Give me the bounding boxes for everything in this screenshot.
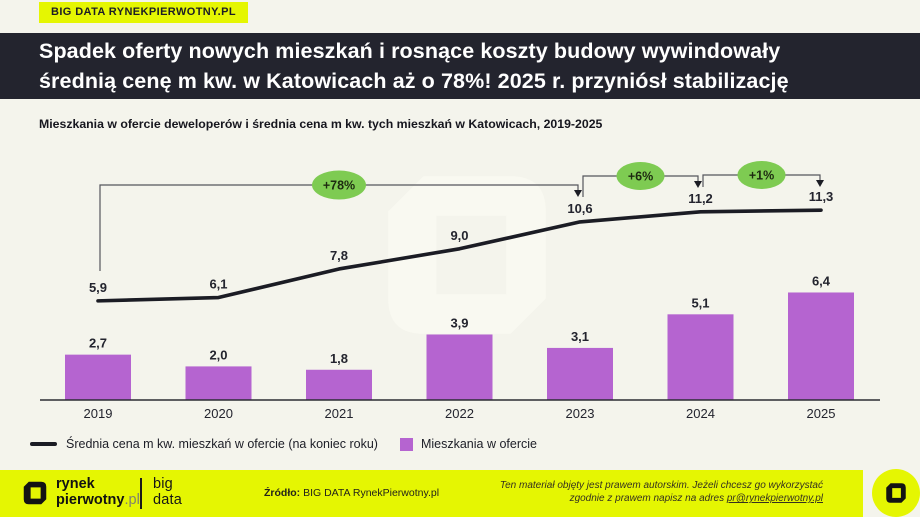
x-label-2021: 2021 — [325, 406, 354, 421]
headline-line1: Spadek oferty nowych mieszkań i rosnące … — [39, 39, 781, 63]
bar-label-2025: 6,4 — [812, 273, 831, 288]
source-label: Źródło: — [264, 487, 301, 499]
legend-line-swatch-icon — [30, 442, 57, 446]
bar-label-2022: 3,9 — [450, 315, 468, 330]
bar-label-2023: 3,1 — [571, 329, 589, 344]
chart-legend: Średnia cena m kw. mieszkań w ofercie (n… — [30, 434, 537, 454]
corner-logo-badge — [872, 469, 920, 517]
bar-2023 — [547, 347, 613, 400]
annotation-pill-2 — [737, 161, 786, 189]
chart-subtitle: Mieszkania w ofercie deweloperów i średn… — [39, 117, 603, 131]
legend-bar-swatch-icon — [399, 437, 413, 451]
x-label-2024: 2024 — [686, 406, 715, 421]
brand-line2: pierwotny.pl — [56, 491, 140, 509]
source-note: Źródło: BIG DATA RynekPierwotny.pl — [264, 487, 439, 499]
source-value: BIG DATA RynekPierwotny.pl — [303, 487, 440, 499]
annotation-arrow-icon-2 — [816, 180, 824, 187]
price-line — [96, 208, 823, 303]
legend-bar-label: Mieszkania w ofercie — [420, 437, 537, 451]
annotation-label-1: +6% — [628, 170, 653, 184]
copyright-line2: zgodnie z prawem napisz na adres pr@ryne… — [500, 492, 823, 505]
annotation-pill-0 — [312, 170, 366, 200]
line-label-2021: 7,8 — [330, 248, 348, 263]
email-link[interactable]: pr@rynekpierwotny.pl — [726, 493, 823, 504]
x-label-2025: 2025 — [807, 406, 836, 421]
brand-line2-bold: pierwotny — [56, 491, 125, 508]
brand-line2-suffix: .pl — [124, 491, 140, 508]
footer-divider — [140, 478, 142, 509]
bigdata-line1: big — [153, 476, 173, 492]
brand-wordmark: rynek pierwotny.pl — [56, 476, 140, 509]
bar-2021 — [306, 369, 372, 400]
x-label-2020: 2020 — [204, 406, 233, 421]
copyright-line2-prefix: zgodnie z prawem napisz na adres — [569, 493, 727, 504]
bar-2020 — [185, 366, 252, 400]
bar-2025 — [788, 292, 854, 400]
x-label-2019: 2019 — [84, 406, 113, 421]
headline-bar: Spadek oferty nowych mieszkań i rosnące … — [0, 33, 920, 99]
copyright-line1: Ten materiał objęty jest prawem autorski… — [499, 480, 823, 491]
watermark-logo-icon — [388, 176, 546, 334]
legend-line-label: Średnia cena m kw. mieszkań w ofercie (n… — [66, 437, 378, 451]
brand-line1: rynek — [56, 476, 95, 492]
bar-label-2024: 5,1 — [691, 295, 709, 310]
brand-badge-label: BIG DATA RYNEKPIERWOTNY.PL — [51, 6, 236, 18]
bigdata-wordmark: big data — [153, 476, 183, 508]
rynekpierwotny-logo-icon — [23, 481, 47, 505]
bigdata-line2: data — [153, 491, 183, 508]
annotation-pill-1 — [616, 162, 665, 190]
bar-label-2019: 2,7 — [89, 336, 107, 351]
bar-2024 — [667, 314, 734, 400]
x-label-2022: 2022 — [445, 406, 474, 421]
bar-2019 — [65, 354, 131, 400]
x-label-2023: 2023 — [566, 406, 595, 421]
bar-2022 — [426, 334, 493, 400]
line-label-2020: 6,1 — [209, 277, 227, 292]
line-label-2025: 11,3 — [809, 189, 834, 204]
line-label-2023: 10,6 — [567, 201, 592, 216]
line-label-2024: 11,2 — [688, 191, 713, 206]
annotation-arrow-icon-1 — [694, 181, 702, 188]
annotation-label-0: +78% — [323, 179, 355, 193]
annotation-arrow-icon-0 — [574, 190, 582, 197]
headline-line2: średnią cenę m kw. w Katowicach aż o 78%… — [39, 69, 789, 93]
line-label-2022: 9,0 — [450, 228, 468, 243]
footer-bar: rynek pierwotny.pl big data Źródło: BIG … — [0, 470, 863, 517]
bar-label-2020: 2,0 — [209, 347, 227, 362]
corner-logo-icon — [886, 483, 906, 503]
brand-badge: BIG DATA RYNEKPIERWOTNY.PL — [39, 2, 248, 23]
copyright-note: Ten materiał objęty jest prawem autorski… — [500, 479, 823, 505]
line-label-2019: 5,9 — [89, 280, 107, 295]
bar-label-2021: 1,8 — [330, 351, 348, 366]
annotation-label-2: +1% — [749, 169, 774, 183]
